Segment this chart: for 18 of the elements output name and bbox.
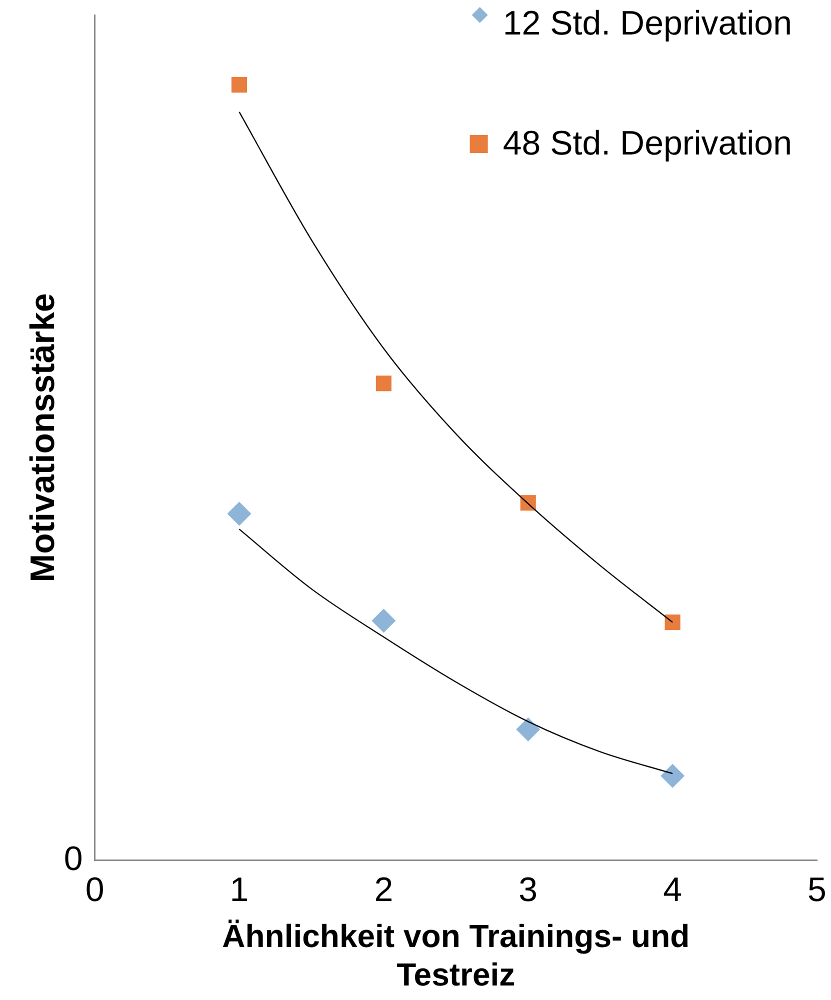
point	[660, 764, 685, 788]
point	[227, 502, 252, 526]
x-tick-label: 1	[230, 871, 249, 910]
legend-label: 48 Std. Deprivation	[502, 124, 792, 162]
x-tick-label: 4	[663, 871, 682, 910]
x-tick-label: 0	[85, 871, 104, 910]
point	[231, 77, 248, 93]
point	[516, 717, 540, 742]
point	[372, 608, 396, 633]
point	[664, 614, 680, 630]
x-tick-label: 2	[374, 871, 394, 910]
point	[376, 376, 392, 392]
y-axis-title: Motivationsstärke	[24, 293, 62, 582]
text: 0	[64, 840, 83, 878]
x-tick-label: 5	[808, 871, 826, 910]
x-axis-title: Ähnlichkeit von Trainings- und Testreiz	[222, 918, 690, 993]
x-tick-label: 3	[518, 871, 538, 910]
legend-label: 12 Std. Deprivation	[502, 4, 792, 42]
